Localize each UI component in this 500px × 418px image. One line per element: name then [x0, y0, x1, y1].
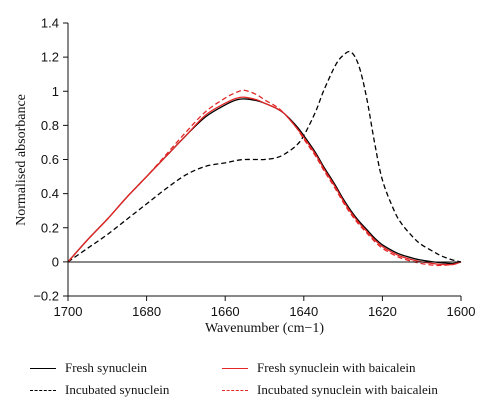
- legend-swatch-incubated-baicalein: [222, 389, 248, 391]
- legend-item-fresh-baicalein: Fresh synuclein with baicalein: [222, 360, 416, 376]
- x-tick-label: 1600: [447, 304, 476, 319]
- legend-swatch-fresh: [30, 367, 56, 369]
- legend-label-fresh: Fresh synuclein: [65, 360, 147, 375]
- y-tick-label: 0.6: [41, 152, 59, 167]
- legend-item-fresh: Fresh synuclein: [30, 360, 147, 376]
- y-ticks: −0.2 0 0.2 0.4 0.6 0.8 1 1.2 1.4: [33, 16, 68, 304]
- legend-item-incubated-baicalein: Incubated synuclein with baicalein: [222, 382, 438, 398]
- legend-item-incubated: Incubated synuclein: [30, 382, 169, 398]
- series-fresh-baicalein-line: [67, 96, 462, 266]
- legend-label-incubated-baicalein: Incubated synuclein with baicalein: [257, 382, 438, 397]
- y-tick-label: 0.8: [41, 118, 59, 133]
- x-tick-label: 1640: [289, 304, 318, 319]
- y-tick-label: 1.4: [41, 16, 59, 31]
- y-tick-label: 0.4: [41, 186, 59, 201]
- chart: 1700 1680 1660 1640 1620 1600 −0.2 0 0.2 0.4 0.6 0…: [14, 16, 476, 337]
- legend-swatch-fresh-baicalein: [222, 367, 248, 369]
- y-tick-label: 0.2: [41, 220, 59, 235]
- series-incubated-baicalein-line: [67, 89, 462, 267]
- series-incubated-line: [67, 50, 462, 263]
- y-axis-title: Normalised absorbance: [14, 94, 29, 226]
- y-tick-label: 1.2: [41, 50, 59, 65]
- x-tick-label: 1680: [132, 304, 161, 319]
- plot-lines: [67, 50, 462, 267]
- y-tick-label: 1: [52, 84, 59, 99]
- legend: Fresh synuclein Incubated synuclein Fres…: [0, 352, 500, 412]
- x-tick-label: 1660: [211, 304, 240, 319]
- x-axis-title: Wavenumber (cm−1): [205, 321, 324, 336]
- series-fresh-line: [67, 98, 462, 265]
- y-tick-label: −0.2: [33, 289, 59, 304]
- x-tick-label: 1620: [368, 304, 397, 319]
- x-tick-label: 1700: [54, 304, 83, 319]
- legend-label-incubated: Incubated synuclein: [65, 382, 170, 397]
- legend-label-fresh-baicalein: Fresh synuclein with baicalein: [257, 360, 416, 375]
- y-tick-label: 0: [52, 254, 59, 269]
- x-ticks: 1700 1680 1660 1640 1620 1600: [54, 296, 476, 319]
- legend-swatch-incubated: [30, 389, 56, 391]
